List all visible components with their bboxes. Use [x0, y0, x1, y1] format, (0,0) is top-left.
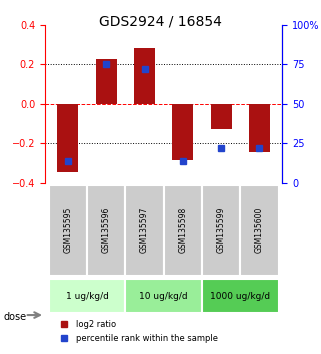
Text: 1000 ug/kg/d: 1000 ug/kg/d — [210, 292, 270, 301]
FancyBboxPatch shape — [202, 279, 279, 313]
Bar — [172, 104, 193, 160]
FancyBboxPatch shape — [240, 184, 279, 275]
Bar — [134, 48, 155, 104]
Text: GSM135599: GSM135599 — [217, 207, 226, 253]
FancyBboxPatch shape — [87, 184, 126, 275]
Text: 1 ug/kg/d: 1 ug/kg/d — [66, 292, 108, 301]
FancyBboxPatch shape — [49, 279, 126, 313]
Text: dose: dose — [3, 312, 26, 322]
Text: log2 ratio: log2 ratio — [76, 320, 116, 329]
Bar — [96, 59, 117, 104]
Bar — [249, 104, 270, 152]
Bar — [211, 104, 232, 130]
FancyBboxPatch shape — [126, 184, 164, 275]
FancyBboxPatch shape — [126, 279, 202, 313]
FancyBboxPatch shape — [49, 184, 87, 275]
Text: GSM135598: GSM135598 — [178, 207, 187, 253]
Text: GDS2924 / 16854: GDS2924 / 16854 — [99, 14, 222, 28]
Bar — [57, 104, 78, 172]
Text: 10 ug/kg/d: 10 ug/kg/d — [139, 292, 188, 301]
Text: GSM135596: GSM135596 — [102, 207, 111, 253]
Text: GSM135597: GSM135597 — [140, 207, 149, 253]
Text: percentile rank within the sample: percentile rank within the sample — [76, 333, 218, 343]
FancyBboxPatch shape — [202, 184, 240, 275]
Text: GSM135600: GSM135600 — [255, 207, 264, 253]
FancyBboxPatch shape — [164, 184, 202, 275]
Text: GSM135595: GSM135595 — [64, 207, 73, 253]
